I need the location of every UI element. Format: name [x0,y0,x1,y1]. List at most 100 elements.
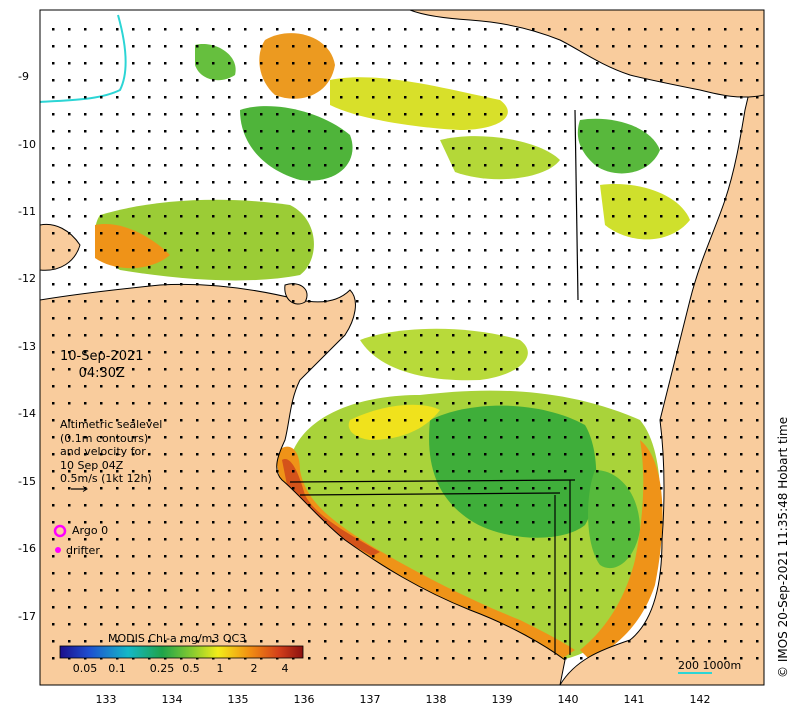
velocity-arrow [500,419,503,422]
velocity-arrow [596,436,599,439]
velocity-arrow [420,334,423,337]
velocity-arrow [356,402,359,405]
velocity-arrow [132,555,135,558]
velocity-arrow [244,640,247,643]
velocity-arrow [196,62,199,65]
velocity-arrow [388,266,391,269]
velocity-arrow [436,538,439,541]
velocity-arrow [612,368,615,371]
velocity-arrow [164,402,167,405]
velocity-arrow [372,470,375,473]
velocity-arrow [372,521,375,524]
velocity-arrow [756,130,759,133]
velocity-arrow [196,436,199,439]
velocity-arrow [180,79,183,82]
velocity-arrow [356,96,359,99]
velocity-arrow [452,113,455,116]
velocity-arrow [644,487,647,490]
velocity-arrow [580,487,583,490]
velocity-arrow [276,45,279,48]
velocity-arrow [516,232,519,235]
velocity-arrow [260,453,263,456]
velocity-arrow [212,436,215,439]
velocity-arrow [452,640,455,643]
velocity-arrow [580,96,583,99]
velocity-arrow [564,28,567,31]
velocity-arrow [708,96,711,99]
velocity-arrow [68,181,71,184]
velocity-arrow [516,130,519,133]
velocity-arrow [660,249,663,252]
lon-tick: 140 [557,693,579,706]
velocity-arrow [564,113,567,116]
velocity-arrow [724,232,727,235]
velocity-arrow [580,45,583,48]
velocity-arrow [180,504,183,507]
velocity-arrow [692,504,695,507]
velocity-arrow [532,28,535,31]
velocity-arrow [564,249,567,252]
velocity-arrow [564,62,567,65]
velocity-arrow [244,96,247,99]
velocity-arrow [596,657,599,660]
lat-tick: -12 [18,272,36,285]
velocity-arrow [180,470,183,473]
velocity-arrow [164,572,167,575]
velocity-arrow [676,402,679,405]
velocity-arrow [148,113,151,116]
velocity-arrow [132,164,135,167]
velocity-arrow [324,28,327,31]
velocity-arrow [260,62,263,65]
velocity-arrow [548,538,551,541]
altimetry-legend: Altimetric sealevel (0.1m contours) and … [60,418,162,486]
velocity-arrow [164,470,167,473]
velocity-arrow [148,606,151,609]
velocity-arrow [228,45,231,48]
velocity-arrow [516,334,519,337]
velocity-arrow [372,164,375,167]
velocity-arrow [708,436,711,439]
velocity-arrow [244,368,247,371]
velocity-arrow [452,521,455,524]
velocity-arrow [580,28,583,31]
velocity-arrow [468,334,471,337]
velocity-arrow [692,640,695,643]
velocity-arrow [580,538,583,541]
velocity-arrow [116,249,119,252]
velocity-arrow [308,232,311,235]
velocity-arrow [436,283,439,286]
velocity-arrow [628,555,631,558]
velocity-arrow [548,28,551,31]
velocity-arrow [164,521,167,524]
velocity-arrow [100,419,103,422]
velocity-arrow [468,96,471,99]
velocity-arrow [388,113,391,116]
velocity-arrow [324,368,327,371]
velocity-arrow [116,487,119,490]
velocity-arrow [548,606,551,609]
velocity-arrow [532,640,535,643]
colorbar-tick: 2 [250,662,258,675]
velocity-arrow [212,538,215,541]
velocity-arrow [660,453,663,456]
velocity-arrow [564,538,567,541]
velocity-arrow [116,28,119,31]
velocity-arrow [116,62,119,65]
velocity-arrow [196,113,199,116]
velocity-arrow [708,402,711,405]
velocity-arrow [340,589,343,592]
velocity-arrow [212,300,215,303]
velocity-arrow [500,521,503,524]
velocity-arrow [276,198,279,201]
velocity-arrow [628,368,631,371]
velocity-arrow [52,232,55,235]
velocity-arrow [84,317,87,320]
velocity-arrow [68,436,71,439]
velocity-arrow [212,147,215,150]
velocity-arrow [708,130,711,133]
velocity-arrow [180,96,183,99]
velocity-arrow [580,283,583,286]
velocity-arrow [580,402,583,405]
velocity-arrow [52,640,55,643]
velocity-arrow [548,385,551,388]
